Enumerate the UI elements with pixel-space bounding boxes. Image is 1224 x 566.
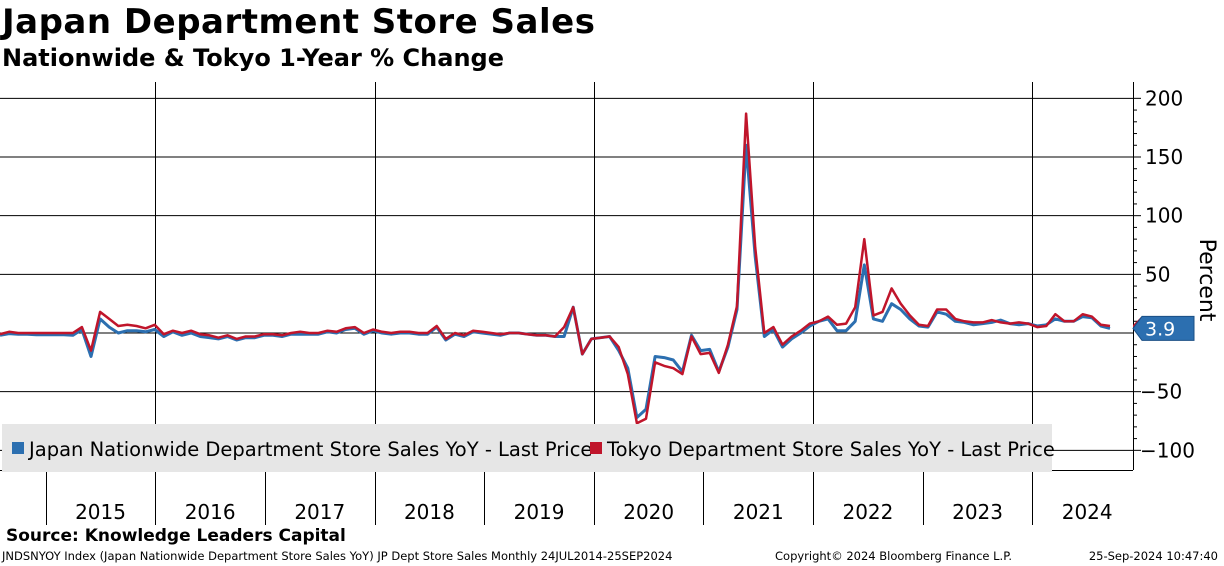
y-axis-label: Percent bbox=[1194, 239, 1219, 322]
x-tick-label: 2019 bbox=[514, 500, 565, 524]
footer-index-info: JNDSNYOY Index (Japan Nationwide Departm… bbox=[2, 549, 673, 563]
grid bbox=[0, 82, 1133, 470]
y-axis: 200 150 100 50 −50 −100 Percent bbox=[1133, 82, 1219, 470]
footer-copyright: Copyright© 2024 Bloomberg Finance L.P. bbox=[775, 549, 1012, 563]
x-tick-label: 2024 bbox=[1062, 500, 1113, 524]
footer-timestamp: 25-Sep-2024 10:47:40 bbox=[1088, 549, 1218, 563]
y-tick-label: −100 bbox=[1140, 438, 1195, 462]
y-tick-label: 100 bbox=[1145, 204, 1183, 228]
x-tick-label: 2016 bbox=[185, 500, 236, 524]
legend-swatch-nationwide bbox=[12, 442, 24, 454]
series-line-tokyo bbox=[0, 112, 1111, 425]
series-layer bbox=[0, 112, 1111, 425]
x-axis: 2015 2016 2017 2018 2019 2020 2021 2022 2023 2024 bbox=[0, 470, 1133, 525]
x-tick-label: 2020 bbox=[623, 500, 674, 524]
y-tick-label: 50 bbox=[1145, 262, 1170, 286]
x-tick-label: 2023 bbox=[952, 500, 1003, 524]
x-tick-label: 2017 bbox=[294, 500, 345, 524]
legend-swatch-tokyo bbox=[590, 442, 602, 454]
last-value-marker: 3.9 bbox=[1132, 315, 1195, 341]
legend: Japan Nationwide Department Store Sales … bbox=[2, 424, 1055, 472]
x-tick-label: 2018 bbox=[404, 500, 455, 524]
x-tick-label: 2015 bbox=[75, 500, 126, 524]
y-tick-label: 200 bbox=[1145, 86, 1183, 110]
x-tick-label: 2022 bbox=[842, 500, 893, 524]
chart-title: Japan Department Store Sales bbox=[2, 2, 596, 42]
source-note: Source: Knowledge Leaders Capital bbox=[6, 526, 346, 546]
last-value-badge-nationwide bbox=[1132, 315, 1195, 341]
legend-label-tokyo: Tokyo Department Store Sales YoY - Last … bbox=[606, 438, 1055, 461]
legend-label-nationwide: Japan Nationwide Department Store Sales … bbox=[27, 438, 592, 461]
chart-subtitle: Nationwide & Tokyo 1-Year % Change bbox=[2, 44, 504, 72]
x-tick-label: 2021 bbox=[733, 500, 784, 524]
last-value-label: 3.9 bbox=[1145, 318, 1175, 340]
legend-box bbox=[2, 424, 1052, 472]
y-tick-label: 150 bbox=[1145, 145, 1183, 169]
series-line-nationwide bbox=[0, 143, 1111, 419]
y-tick-label: −50 bbox=[1140, 380, 1182, 404]
